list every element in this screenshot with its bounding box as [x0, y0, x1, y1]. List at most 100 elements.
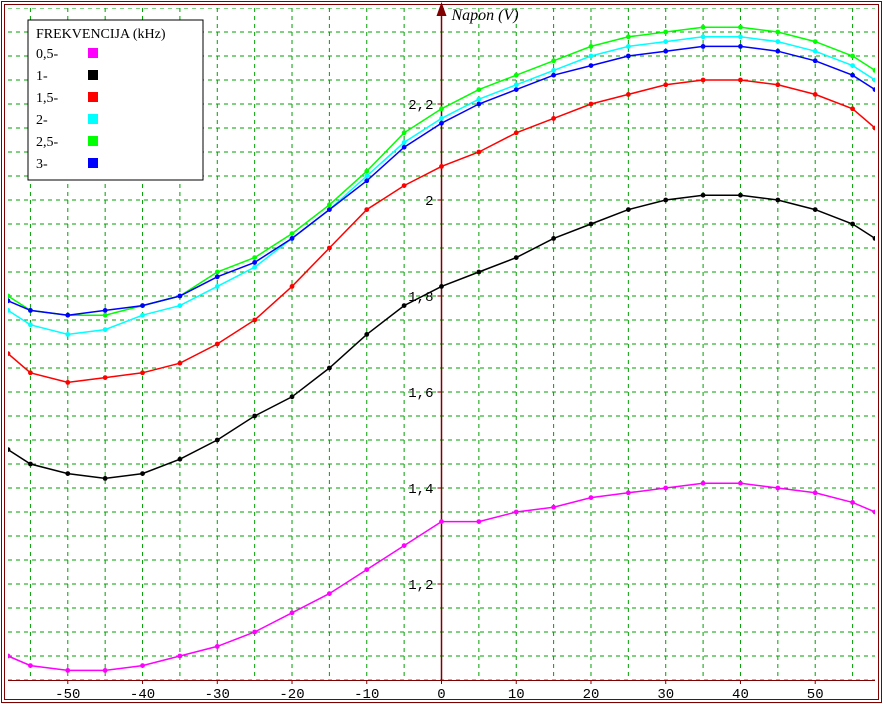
series-marker — [850, 106, 855, 111]
series-marker — [140, 471, 145, 476]
series-marker — [589, 54, 594, 59]
y-tick-label: 2,2 — [408, 98, 433, 114]
series-marker — [327, 207, 332, 212]
series-marker — [626, 92, 631, 97]
series-marker — [626, 207, 631, 212]
series-marker — [626, 44, 631, 49]
legend-swatch — [88, 70, 98, 80]
legend-swatch — [88, 92, 98, 102]
series-marker — [215, 284, 220, 289]
legend-swatch — [88, 114, 98, 124]
series-marker — [701, 481, 706, 486]
series-marker — [65, 313, 70, 318]
series-marker — [813, 207, 818, 212]
series-marker — [65, 332, 70, 337]
x-tick-label: 30 — [657, 687, 674, 703]
series-marker — [738, 78, 743, 83]
series-marker — [364, 174, 369, 179]
y-tick-label: 2 — [425, 194, 433, 210]
series-marker — [439, 519, 444, 524]
series-marker — [290, 394, 295, 399]
series-marker — [551, 505, 556, 510]
series-marker — [850, 63, 855, 68]
series-marker — [738, 481, 743, 486]
series-marker — [850, 54, 855, 59]
y-axis-title: Napon (V) — [451, 7, 519, 24]
x-tick-label: -30 — [205, 687, 230, 703]
series-marker — [476, 270, 481, 275]
x-tick-label: 40 — [732, 687, 749, 703]
series-marker — [813, 490, 818, 495]
series-marker — [514, 255, 519, 260]
series-marker — [215, 274, 220, 279]
x-tick-label: -10 — [354, 687, 379, 703]
series-marker — [327, 366, 332, 371]
series-marker — [402, 145, 407, 150]
series-marker — [28, 462, 33, 467]
series-marker — [290, 284, 295, 289]
series-marker — [402, 140, 407, 145]
series-marker — [252, 318, 257, 323]
x-tick-label: 20 — [583, 687, 600, 703]
series-marker — [402, 130, 407, 135]
series-marker — [514, 73, 519, 78]
series-marker — [738, 34, 743, 39]
series-marker — [252, 265, 257, 270]
legend-item-label: 2- — [36, 113, 48, 128]
series-marker — [252, 255, 257, 260]
series-marker — [813, 49, 818, 54]
series-marker — [701, 193, 706, 198]
series-marker — [514, 130, 519, 135]
series-marker — [514, 510, 519, 515]
series-marker — [701, 44, 706, 49]
series-marker — [215, 342, 220, 347]
series-marker — [589, 63, 594, 68]
series-marker — [775, 486, 780, 491]
series-marker — [103, 327, 108, 332]
y-tick-label: 1,4 — [408, 482, 433, 498]
series-marker — [514, 87, 519, 92]
series-marker — [663, 30, 668, 35]
series-marker — [103, 375, 108, 380]
series-marker — [178, 457, 183, 462]
series-marker — [775, 49, 780, 54]
series-marker — [327, 202, 332, 207]
series-marker — [551, 73, 556, 78]
legend-item-label: 1- — [36, 69, 48, 84]
series-marker — [738, 44, 743, 49]
series-marker — [813, 39, 818, 44]
series-marker — [439, 284, 444, 289]
y-tick-label: 1,6 — [408, 386, 433, 402]
series-marker — [215, 270, 220, 275]
series-marker — [775, 39, 780, 44]
series-marker — [663, 486, 668, 491]
series-marker — [140, 303, 145, 308]
x-tick-label: 10 — [508, 687, 525, 703]
series-marker — [364, 567, 369, 572]
series-marker — [738, 193, 743, 198]
series-marker — [663, 198, 668, 203]
legend-title: FREKVENCIJA (kHz) — [36, 27, 166, 42]
series-marker — [252, 414, 257, 419]
series-marker — [402, 543, 407, 548]
series-marker — [626, 34, 631, 39]
x-tick-label: 0 — [437, 687, 445, 703]
series-marker — [364, 169, 369, 174]
series-marker — [327, 591, 332, 596]
series-marker — [476, 87, 481, 92]
series-marker — [813, 92, 818, 97]
series-marker — [738, 25, 743, 30]
series-marker — [476, 519, 481, 524]
legend-item-label: 0,5- — [36, 47, 59, 62]
series-marker — [439, 116, 444, 121]
series-marker — [850, 500, 855, 505]
chart-container: -50-40-30-20-10010203040501,21,41,61,822… — [0, 0, 883, 704]
series-marker — [140, 663, 145, 668]
series-marker — [476, 102, 481, 107]
series-marker — [775, 198, 780, 203]
series-marker — [103, 668, 108, 673]
series-marker — [140, 313, 145, 318]
y-tick-label: 1,2 — [408, 578, 433, 594]
series-marker — [140, 370, 145, 375]
series-marker — [551, 116, 556, 121]
